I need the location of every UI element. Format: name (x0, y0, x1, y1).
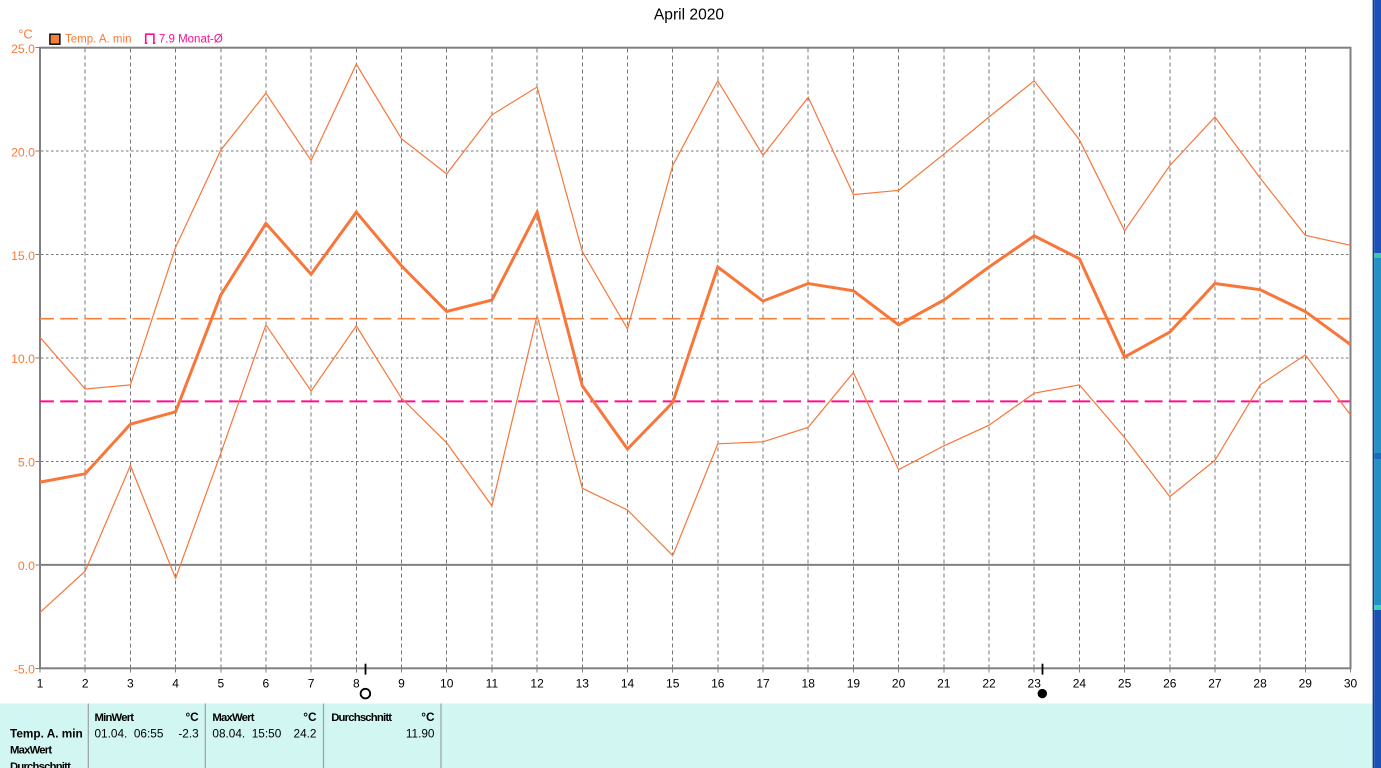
svg-text:2: 2 (82, 676, 89, 690)
svg-text:20: 20 (892, 676, 906, 690)
svg-text:7: 7 (308, 676, 315, 690)
svg-text:26: 26 (1163, 676, 1177, 690)
svg-text:19: 19 (847, 676, 861, 690)
svg-text:MaxWert: MaxWert (10, 745, 52, 757)
svg-text:14: 14 (621, 676, 635, 690)
svg-text:-5.0: -5.0 (14, 663, 35, 677)
svg-text:1: 1 (37, 676, 44, 690)
svg-text:23: 23 (1028, 676, 1042, 690)
svg-text:17: 17 (756, 676, 770, 690)
svg-text:22: 22 (982, 676, 996, 690)
svg-text:5: 5 (217, 676, 224, 690)
svg-text:3: 3 (127, 676, 134, 690)
svg-text:9: 9 (398, 676, 405, 690)
svg-text:°C: °C (303, 710, 317, 724)
svg-text:30: 30 (1344, 676, 1358, 690)
svg-text:24: 24 (1073, 676, 1087, 690)
svg-text:25: 25 (1118, 676, 1132, 690)
svg-text:7.9 Monat-Ø: 7.9 Monat-Ø (159, 34, 223, 46)
svg-text:April 2020: April 2020 (654, 7, 725, 24)
svg-text:20.0: 20.0 (11, 145, 35, 159)
svg-text:MinWert: MinWert (95, 712, 135, 724)
svg-text:21: 21 (937, 676, 951, 690)
svg-text:Temp. A. min: Temp. A. min (10, 726, 83, 740)
svg-text:25.0: 25.0 (11, 42, 35, 56)
svg-text:18: 18 (802, 676, 816, 690)
svg-text:27: 27 (1208, 676, 1222, 690)
svg-text:MaxWert: MaxWert (212, 712, 254, 724)
svg-text:°C: °C (18, 26, 33, 41)
svg-text:10.0: 10.0 (11, 352, 35, 366)
svg-text:24.2: 24.2 (294, 726, 317, 740)
svg-text:10: 10 (440, 676, 454, 690)
svg-text:12: 12 (530, 676, 544, 690)
svg-text:°C: °C (421, 710, 435, 724)
svg-text:8: 8 (353, 676, 360, 690)
svg-text:13: 13 (576, 676, 590, 690)
svg-text:11.90: 11.90 (406, 726, 435, 740)
svg-text:01.04. 06:55: 01.04. 06:55 (95, 726, 164, 740)
svg-text:0.0: 0.0 (18, 559, 35, 573)
svg-text:5.0: 5.0 (18, 456, 35, 470)
svg-text:29: 29 (1299, 676, 1313, 690)
svg-text:Durchschnitt: Durchschnitt (331, 712, 392, 724)
svg-text:-2.3: -2.3 (178, 726, 199, 740)
svg-text:15: 15 (666, 676, 680, 690)
svg-text:Temp. A. min: Temp. A. min (65, 34, 131, 46)
svg-text:16: 16 (711, 676, 725, 690)
svg-text:08.04. 15:50: 08.04. 15:50 (212, 726, 281, 740)
svg-text:4: 4 (172, 676, 179, 690)
svg-text:Durchschnitt: Durchschnitt (10, 761, 71, 768)
svg-text:28: 28 (1253, 676, 1267, 690)
svg-text:15.0: 15.0 (11, 249, 35, 263)
svg-text:11: 11 (486, 676, 499, 690)
svg-text:°C: °C (185, 710, 199, 724)
svg-text:6: 6 (263, 676, 270, 690)
